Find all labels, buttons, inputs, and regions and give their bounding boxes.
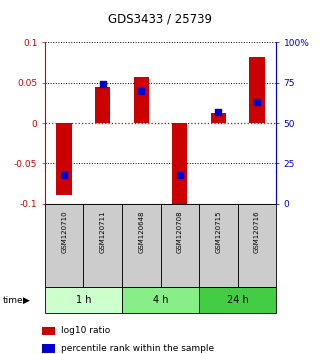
Point [254, 99, 259, 105]
Text: GSM120716: GSM120716 [254, 210, 260, 253]
Text: 1 h: 1 h [76, 295, 91, 305]
Bar [42, 344, 55, 353]
Bar [45, 204, 83, 287]
Point [216, 109, 221, 115]
Text: ▶: ▶ [23, 296, 30, 304]
Bar [45, 287, 122, 313]
Bar [42, 326, 55, 336]
Text: GSM120711: GSM120711 [100, 210, 106, 253]
Text: 4 h: 4 h [153, 295, 168, 305]
Bar [122, 287, 199, 313]
Point [139, 88, 144, 94]
Bar [160, 204, 199, 287]
Text: 24 h: 24 h [227, 295, 248, 305]
Text: GSM120648: GSM120648 [138, 210, 144, 253]
Text: GSM120710: GSM120710 [61, 210, 67, 253]
Point [177, 172, 182, 177]
Bar [199, 287, 276, 313]
Bar [134, 77, 149, 123]
Text: GSM120708: GSM120708 [177, 210, 183, 253]
Bar [199, 204, 238, 287]
Text: log10 ratio: log10 ratio [61, 326, 110, 336]
Text: GDS3433 / 25739: GDS3433 / 25739 [108, 12, 213, 25]
Point [100, 81, 105, 87]
Text: time: time [3, 296, 24, 304]
Bar [122, 204, 160, 287]
Bar [249, 57, 265, 123]
Text: percentile rank within the sample: percentile rank within the sample [61, 344, 214, 353]
Bar [56, 123, 72, 195]
Bar [238, 204, 276, 287]
Bar [83, 204, 122, 287]
Bar [172, 123, 187, 205]
Text: GSM120715: GSM120715 [215, 210, 221, 253]
Bar [95, 87, 110, 123]
Bar [211, 113, 226, 123]
Point [62, 172, 67, 177]
